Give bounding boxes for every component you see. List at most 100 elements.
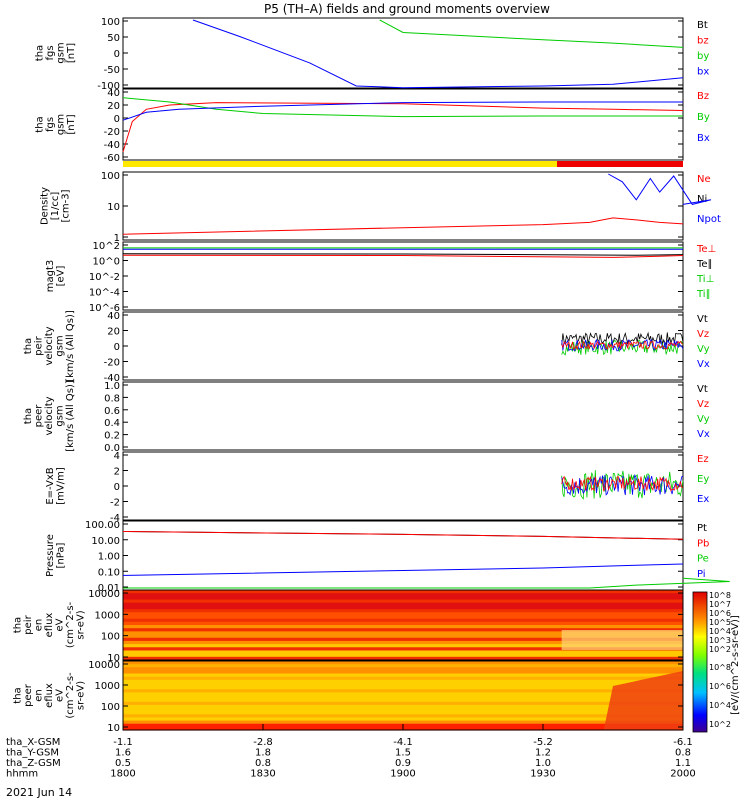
y-axis-label: sr-eV) xyxy=(76,610,87,639)
heatmap-row xyxy=(123,609,683,613)
heatmap-row xyxy=(123,637,683,642)
panel-frame xyxy=(122,381,684,451)
series-Te∥ xyxy=(122,253,684,256)
panel-e-field: 4 2 0 -2 -4 E=-VxB [mV/m] Ez Ey Ex xyxy=(45,451,710,524)
y-tick-label: 2 xyxy=(114,467,120,478)
heatmap-row xyxy=(123,634,683,639)
legend-Pb: Pb xyxy=(697,538,709,549)
y-tick-label: 10^-2 xyxy=(89,272,120,283)
legend-Ez: Ez xyxy=(697,454,709,465)
heatmap-row xyxy=(123,590,683,594)
heatmap-row xyxy=(123,628,683,632)
y-tick-label: 1.00 xyxy=(98,552,120,563)
heatmap-row xyxy=(123,605,683,610)
figure-title: P5 (TH–A) fields and ground moments over… xyxy=(264,2,550,16)
heatmap-row xyxy=(123,682,683,687)
series-Ez xyxy=(561,475,683,492)
heatmap-row xyxy=(123,599,683,604)
legend-Ex: Ex xyxy=(697,494,709,505)
y-tick-label: 1000 xyxy=(95,681,120,692)
heatmap-row xyxy=(123,612,683,617)
heatmap-row xyxy=(123,670,683,675)
y-axis-label: eV xyxy=(55,689,66,702)
series-Npot xyxy=(608,173,712,205)
heatmap-row xyxy=(123,676,683,681)
y-axis-label: Pressure xyxy=(45,534,56,577)
y-tick-label: 0.8 xyxy=(104,393,120,404)
heatmap-row xyxy=(123,661,683,665)
y-tick-label: 10^0 xyxy=(93,257,120,268)
y-axis-label: tha xyxy=(13,687,24,703)
y-tick-label: 40 xyxy=(107,88,120,99)
panel-frame xyxy=(122,520,684,591)
heatmap-row xyxy=(123,596,683,601)
x-tick-label: 1.2 xyxy=(535,748,551,759)
series-Bz xyxy=(122,102,684,153)
y-axis-label: tha xyxy=(34,116,45,132)
y-tick-label: 0.4 xyxy=(104,418,120,429)
legend-Npot: Npot xyxy=(697,214,721,225)
y-axis-label: eflux xyxy=(44,683,55,708)
y-axis-label: gsm xyxy=(55,114,66,135)
y-axis-label: [nT] xyxy=(66,114,77,134)
y-tick-label: 1.0 xyxy=(104,381,120,392)
legend-Ni: Ni xyxy=(697,194,707,205)
y-tick-label: -40 xyxy=(104,373,120,384)
x-tick-label: -5.2 xyxy=(533,737,553,748)
y-axis-label: [mV/m] xyxy=(55,467,66,505)
y-tick-label: -20 xyxy=(104,358,120,369)
legend-By: By xyxy=(697,112,710,123)
panel-frame xyxy=(122,171,684,241)
heatmap-row xyxy=(123,656,683,661)
y-tick-label: 1 xyxy=(114,233,120,244)
x-tick-label: 1930 xyxy=(530,769,555,780)
y-tick-label: 0.0 xyxy=(104,443,120,454)
y-tick-label: -20 xyxy=(104,127,120,138)
heatmap-speckle-region xyxy=(561,630,683,650)
y-axis-label: [nT] xyxy=(66,43,77,63)
heatmap-row xyxy=(123,625,683,629)
legend-Bx: Bx xyxy=(697,133,710,144)
y-axis-label: eV xyxy=(55,618,66,631)
legend-Ti⊥: Ti⊥ xyxy=(696,274,714,285)
panel-density: 100 10 1 Density [1/cc] [cm-3] Ne Ni Npot xyxy=(40,171,721,244)
y-tick-label: 0 xyxy=(114,482,120,493)
panel-temperature: 10^2 10^0 10^-2 10^-4 10^-6 magt3 [eV] Te⊥ Te∥ Ti… xyxy=(45,241,717,314)
legend-Te⊥: Te⊥ xyxy=(696,244,716,255)
colorbar-tick-label: 10^4 xyxy=(709,701,731,710)
legend-Vx: Vx xyxy=(697,359,710,370)
y-axis-label: [km/s (All Qs)] xyxy=(65,310,76,382)
panel-pressure: 100.00 10.00 1.00 0.10 0.01 Pressure [nPa] Pt Pb… xyxy=(45,520,730,594)
legend-Ey: Ey xyxy=(697,474,709,485)
y-tick-label: -40 xyxy=(104,140,120,151)
legend-Bt: Bt xyxy=(697,20,708,31)
series-By xyxy=(122,97,683,118)
y-axis-label: [cm-3] xyxy=(61,189,72,222)
panel-peir-velocity: 40 20 0 -20 -40 tha peir velocity gsm [km/s (All … xyxy=(23,310,710,384)
series-by xyxy=(379,19,684,48)
heatmap-row xyxy=(123,618,683,623)
y-tick-label: 40 xyxy=(107,311,120,322)
colorbar: 10^810^710^610^510^410^310^210^810^610^4… xyxy=(692,591,741,733)
y-axis-label: magt3 xyxy=(45,260,56,293)
panel-frame xyxy=(122,17,684,89)
heatmap-row xyxy=(123,640,683,645)
panel-peer-en-eflux: 10000 1000 100 10 tha peer en eflux eV (cm^2-s-sr… xyxy=(13,660,684,734)
heatmap-row xyxy=(123,701,683,706)
y-tick-label: -2 xyxy=(110,498,120,509)
heatmap-row xyxy=(123,717,683,722)
y-tick-label: 0 xyxy=(114,114,120,125)
y-axis-label: tha xyxy=(13,617,24,633)
heatmap-row xyxy=(123,692,683,697)
colorbar-tick-label: 10^6 xyxy=(709,682,731,691)
y-axis-label: gsm xyxy=(55,405,66,426)
heatmap-row xyxy=(123,593,683,597)
y-axis-label: tha xyxy=(23,338,34,354)
heatmap-row xyxy=(123,615,683,620)
y-axis-label: Density xyxy=(40,187,51,225)
y-tick-label: 100 xyxy=(101,17,120,28)
heatmap-row xyxy=(123,631,683,636)
y-axis-label: tha xyxy=(34,45,45,61)
y-tick-label: 10^2 xyxy=(93,241,120,252)
